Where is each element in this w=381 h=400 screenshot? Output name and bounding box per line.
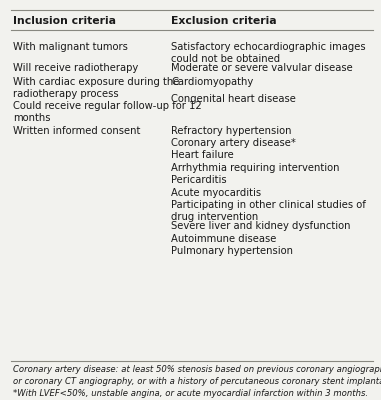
Text: Satisfactory echocardiographic images
could not be obtained: Satisfactory echocardiographic images co… — [171, 42, 366, 64]
Text: Acute myocarditis: Acute myocarditis — [171, 188, 262, 198]
Text: or coronary CT angiography, or with a history of percutaneous coronary stent imp: or coronary CT angiography, or with a hi… — [13, 377, 381, 386]
Text: Heart failure: Heart failure — [171, 150, 234, 160]
Text: Refractory hypertension: Refractory hypertension — [171, 126, 292, 136]
Text: Exclusion criteria: Exclusion criteria — [171, 16, 277, 26]
Text: Coronary artery disease: at least 50% stenosis based on previous coronary angiog: Coronary artery disease: at least 50% st… — [13, 365, 381, 374]
Text: Severe liver and kidney dysfunction: Severe liver and kidney dysfunction — [171, 221, 351, 231]
Text: Pericarditis: Pericarditis — [171, 175, 227, 185]
Text: Coronary artery disease*: Coronary artery disease* — [171, 138, 296, 148]
Text: Participating in other clinical studies of
drug intervention: Participating in other clinical studies … — [171, 200, 366, 222]
Text: Could receive regular follow-up for 12
months: Could receive regular follow-up for 12 m… — [13, 101, 202, 123]
Text: Written informed consent: Written informed consent — [13, 126, 141, 136]
Text: Autoimmune disease: Autoimmune disease — [171, 234, 277, 244]
Text: Congenital heart disease: Congenital heart disease — [171, 94, 296, 104]
Text: Will receive radiotherapy: Will receive radiotherapy — [13, 63, 139, 73]
Text: Moderate or severe valvular disease: Moderate or severe valvular disease — [171, 63, 353, 73]
Text: With malignant tumors: With malignant tumors — [13, 42, 128, 52]
Text: Cardiomyopathy: Cardiomyopathy — [171, 77, 254, 87]
Text: Arrhythmia requiring intervention: Arrhythmia requiring intervention — [171, 163, 340, 173]
Text: Pulmonary hypertension: Pulmonary hypertension — [171, 246, 293, 256]
Text: With cardiac exposure during the
radiotherapy process: With cardiac exposure during the radioth… — [13, 77, 180, 99]
Text: Inclusion criteria: Inclusion criteria — [13, 16, 116, 26]
Text: *With LVEF<50%, unstable angina, or acute myocardial infarction within 3 months.: *With LVEF<50%, unstable angina, or acut… — [13, 389, 368, 398]
